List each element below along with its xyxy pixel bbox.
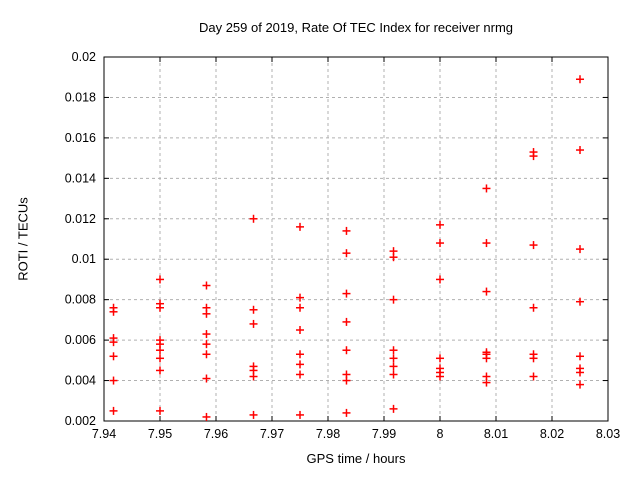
data-point-plus [202,281,211,290]
data-point-plus [482,184,491,193]
plot-border [103,56,609,422]
data-point-plus [342,346,351,355]
data-point-plus [109,352,118,361]
data-point-plus [576,75,584,84]
data-point-plus [529,303,538,312]
data-point-plus [296,326,304,334]
data-point-plus [202,412,211,421]
data-point-plus [342,376,351,385]
chart-title: Day 259 of 2019, Rate Of TEC Index for r… [198,20,514,35]
x-tick-label: 8 [437,427,444,441]
data-point-plus [296,350,304,359]
data-point-plus [576,380,584,389]
data-point-plus [389,362,398,371]
x-tick-label: 7.99 [372,427,396,441]
data-point-plus [576,245,584,254]
data-point-plus [109,307,118,316]
data-point-plus [529,241,538,250]
data-point-plus [389,346,398,355]
data-point-plus [156,303,164,312]
x-tick-label: 8.01 [484,427,508,441]
data-point-plus [296,360,304,369]
data-point-plus [109,406,118,415]
data-point-plus [342,249,351,258]
data-point-plus [249,372,258,381]
x-axis-label: GPS time / hours [306,451,406,466]
x-tick-label: 7.94 [92,427,116,441]
data-point-plus [389,253,398,262]
y-tick-label: 0.002 [65,414,96,428]
data-point-plus [342,289,351,298]
data-point-plus [342,317,351,326]
data-point-plus [482,239,491,248]
x-tick-label: 8.03 [596,427,620,441]
data-point-plus [156,346,164,355]
data-point-plus [529,372,538,381]
y-tick-label: 0.006 [65,333,96,347]
data-point-plus [436,275,444,284]
data-point-plus [482,378,491,387]
data-point-plus [202,374,211,383]
data-point-plus [389,370,398,379]
data-point-plus [156,275,164,284]
y-tick-label: 0.004 [65,374,96,388]
y-tick-label: 0.01 [72,252,96,266]
data-point-plus [296,293,304,302]
y-tick-label: 0.012 [65,212,96,226]
data-point-plus [482,354,491,363]
data-point-plus [296,303,304,312]
data-point-plus [156,354,164,363]
data-point-plus [529,354,538,363]
y-tick-label: 0.014 [65,171,96,185]
data-point-plus [202,350,211,359]
data-point-plus [249,410,258,419]
data-point-plus [296,370,304,379]
x-tick-label: 7.97 [260,427,284,441]
data-point-plus [576,297,584,306]
data-point-plus [156,406,164,415]
data-point-plus [436,220,444,229]
data-point-plus [156,366,164,375]
data-point-plus [576,352,584,361]
data-point-plus [202,340,211,349]
data-point-plus [249,305,258,314]
data-point-plus [389,354,398,363]
data-point-plus [482,287,491,296]
x-tick-label: 7.96 [204,427,228,441]
x-tick-label: 8.02 [540,427,564,441]
y-tick-label: 0.018 [65,90,96,104]
data-point-plus [576,146,584,155]
data-point-plus [109,338,118,347]
data-point-plus [202,330,211,339]
data-point-plus [249,214,258,223]
y-tick-label: 0.008 [65,293,96,307]
data-point-plus [436,354,444,363]
data-point-plus [389,295,398,304]
y-tick-label: 0.02 [72,50,96,64]
x-tick-label: 7.98 [316,427,340,441]
data-point-plus [529,152,538,161]
data-point-plus [436,239,444,248]
data-point-plus [296,410,304,419]
data-point-plus [389,404,398,413]
data-point-plus [576,368,584,377]
data-point-plus [249,319,258,328]
data-point-plus [436,372,444,381]
data-point-plus [342,226,351,235]
data-point-plus [109,376,118,385]
y-tick-label: 0.016 [65,131,96,145]
data-point-plus [342,408,351,417]
x-tick-label: 7.95 [148,427,172,441]
data-point-plus [296,222,304,231]
data-point-plus [202,309,211,318]
